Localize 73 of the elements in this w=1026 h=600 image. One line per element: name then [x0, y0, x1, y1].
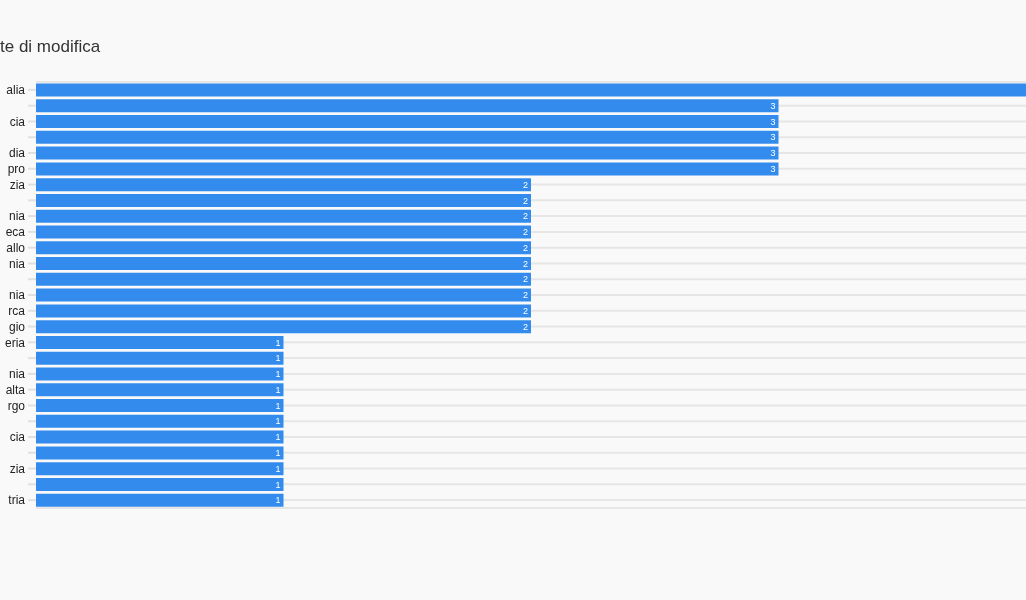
bar — [36, 383, 284, 397]
y-tick-label: dia — [8, 146, 26, 161]
data-label: 2 — [522, 290, 528, 301]
data-label: 1 — [275, 448, 281, 459]
bar — [36, 115, 779, 129]
data-label: 2 — [522, 227, 528, 238]
bar — [36, 399, 284, 413]
y-tick-label: cia — [9, 114, 26, 129]
data-label: 3 — [770, 148, 776, 159]
data-label: 2 — [522, 306, 528, 317]
y-tick-label: allo — [6, 240, 26, 255]
bar — [36, 162, 779, 176]
bar — [36, 367, 284, 381]
bar — [36, 209, 531, 223]
data-label: 1 — [275, 369, 281, 380]
y-tick-label: nia — [8, 209, 26, 224]
bar — [36, 477, 284, 491]
y-tick-label: tria — [8, 493, 26, 508]
data-label: 1 — [275, 495, 281, 506]
data-label: 2 — [522, 179, 528, 190]
data-label: 2 — [522, 274, 528, 285]
y-tick-label: pro — [7, 162, 26, 177]
y-tick-label: zia — [9, 461, 26, 476]
bar — [36, 304, 531, 318]
bar — [36, 462, 284, 476]
y-tick-label: gio — [8, 319, 26, 334]
data-label: 3 — [770, 164, 776, 175]
bar — [36, 335, 284, 349]
data-label: 1 — [275, 400, 281, 411]
bar — [36, 257, 531, 271]
y-tick-label: alia — [6, 83, 26, 98]
y-tick-label: nia — [8, 256, 26, 271]
bar — [36, 99, 779, 113]
y-tick-label: nia — [8, 288, 26, 303]
y-tick-label: eca — [5, 225, 26, 240]
y-tick-label: cia — [9, 430, 26, 445]
bar — [36, 430, 284, 444]
y-tick-label: rca — [8, 304, 26, 319]
bar — [36, 414, 284, 428]
bar — [36, 493, 284, 507]
data-label: 2 — [522, 211, 528, 222]
bar — [36, 178, 531, 192]
bar — [36, 130, 779, 144]
y-tick-label: alta — [5, 382, 26, 397]
bar — [36, 288, 531, 302]
data-label: 3 — [770, 132, 776, 143]
y-tick-label: eria — [4, 335, 26, 350]
bar — [36, 320, 531, 334]
data-label: 1 — [275, 384, 281, 395]
bar — [36, 83, 1026, 97]
y-tick-label: zia — [9, 177, 26, 192]
bar — [36, 225, 531, 239]
bar — [36, 446, 284, 460]
data-label: 1 — [275, 337, 281, 348]
chart-title: te di modifica — [0, 37, 101, 57]
data-label: 3 — [770, 116, 776, 127]
data-label: 1 — [275, 463, 281, 474]
data-label: 1 — [275, 353, 281, 364]
data-label: 1 — [275, 479, 281, 490]
data-label: 2 — [522, 321, 528, 332]
data-label: 2 — [522, 195, 528, 206]
bar — [36, 272, 531, 286]
data-label: 2 — [522, 242, 528, 253]
bar — [36, 146, 779, 160]
data-label: 2 — [522, 258, 528, 269]
data-label: 1 — [275, 416, 281, 427]
bar — [36, 351, 284, 365]
data-label: 1 — [275, 432, 281, 443]
bar — [36, 241, 531, 255]
bar — [36, 193, 531, 207]
data-label: 3 — [770, 100, 776, 111]
y-tick-label: rgo — [7, 398, 26, 413]
y-tick-label: nia — [8, 367, 26, 382]
